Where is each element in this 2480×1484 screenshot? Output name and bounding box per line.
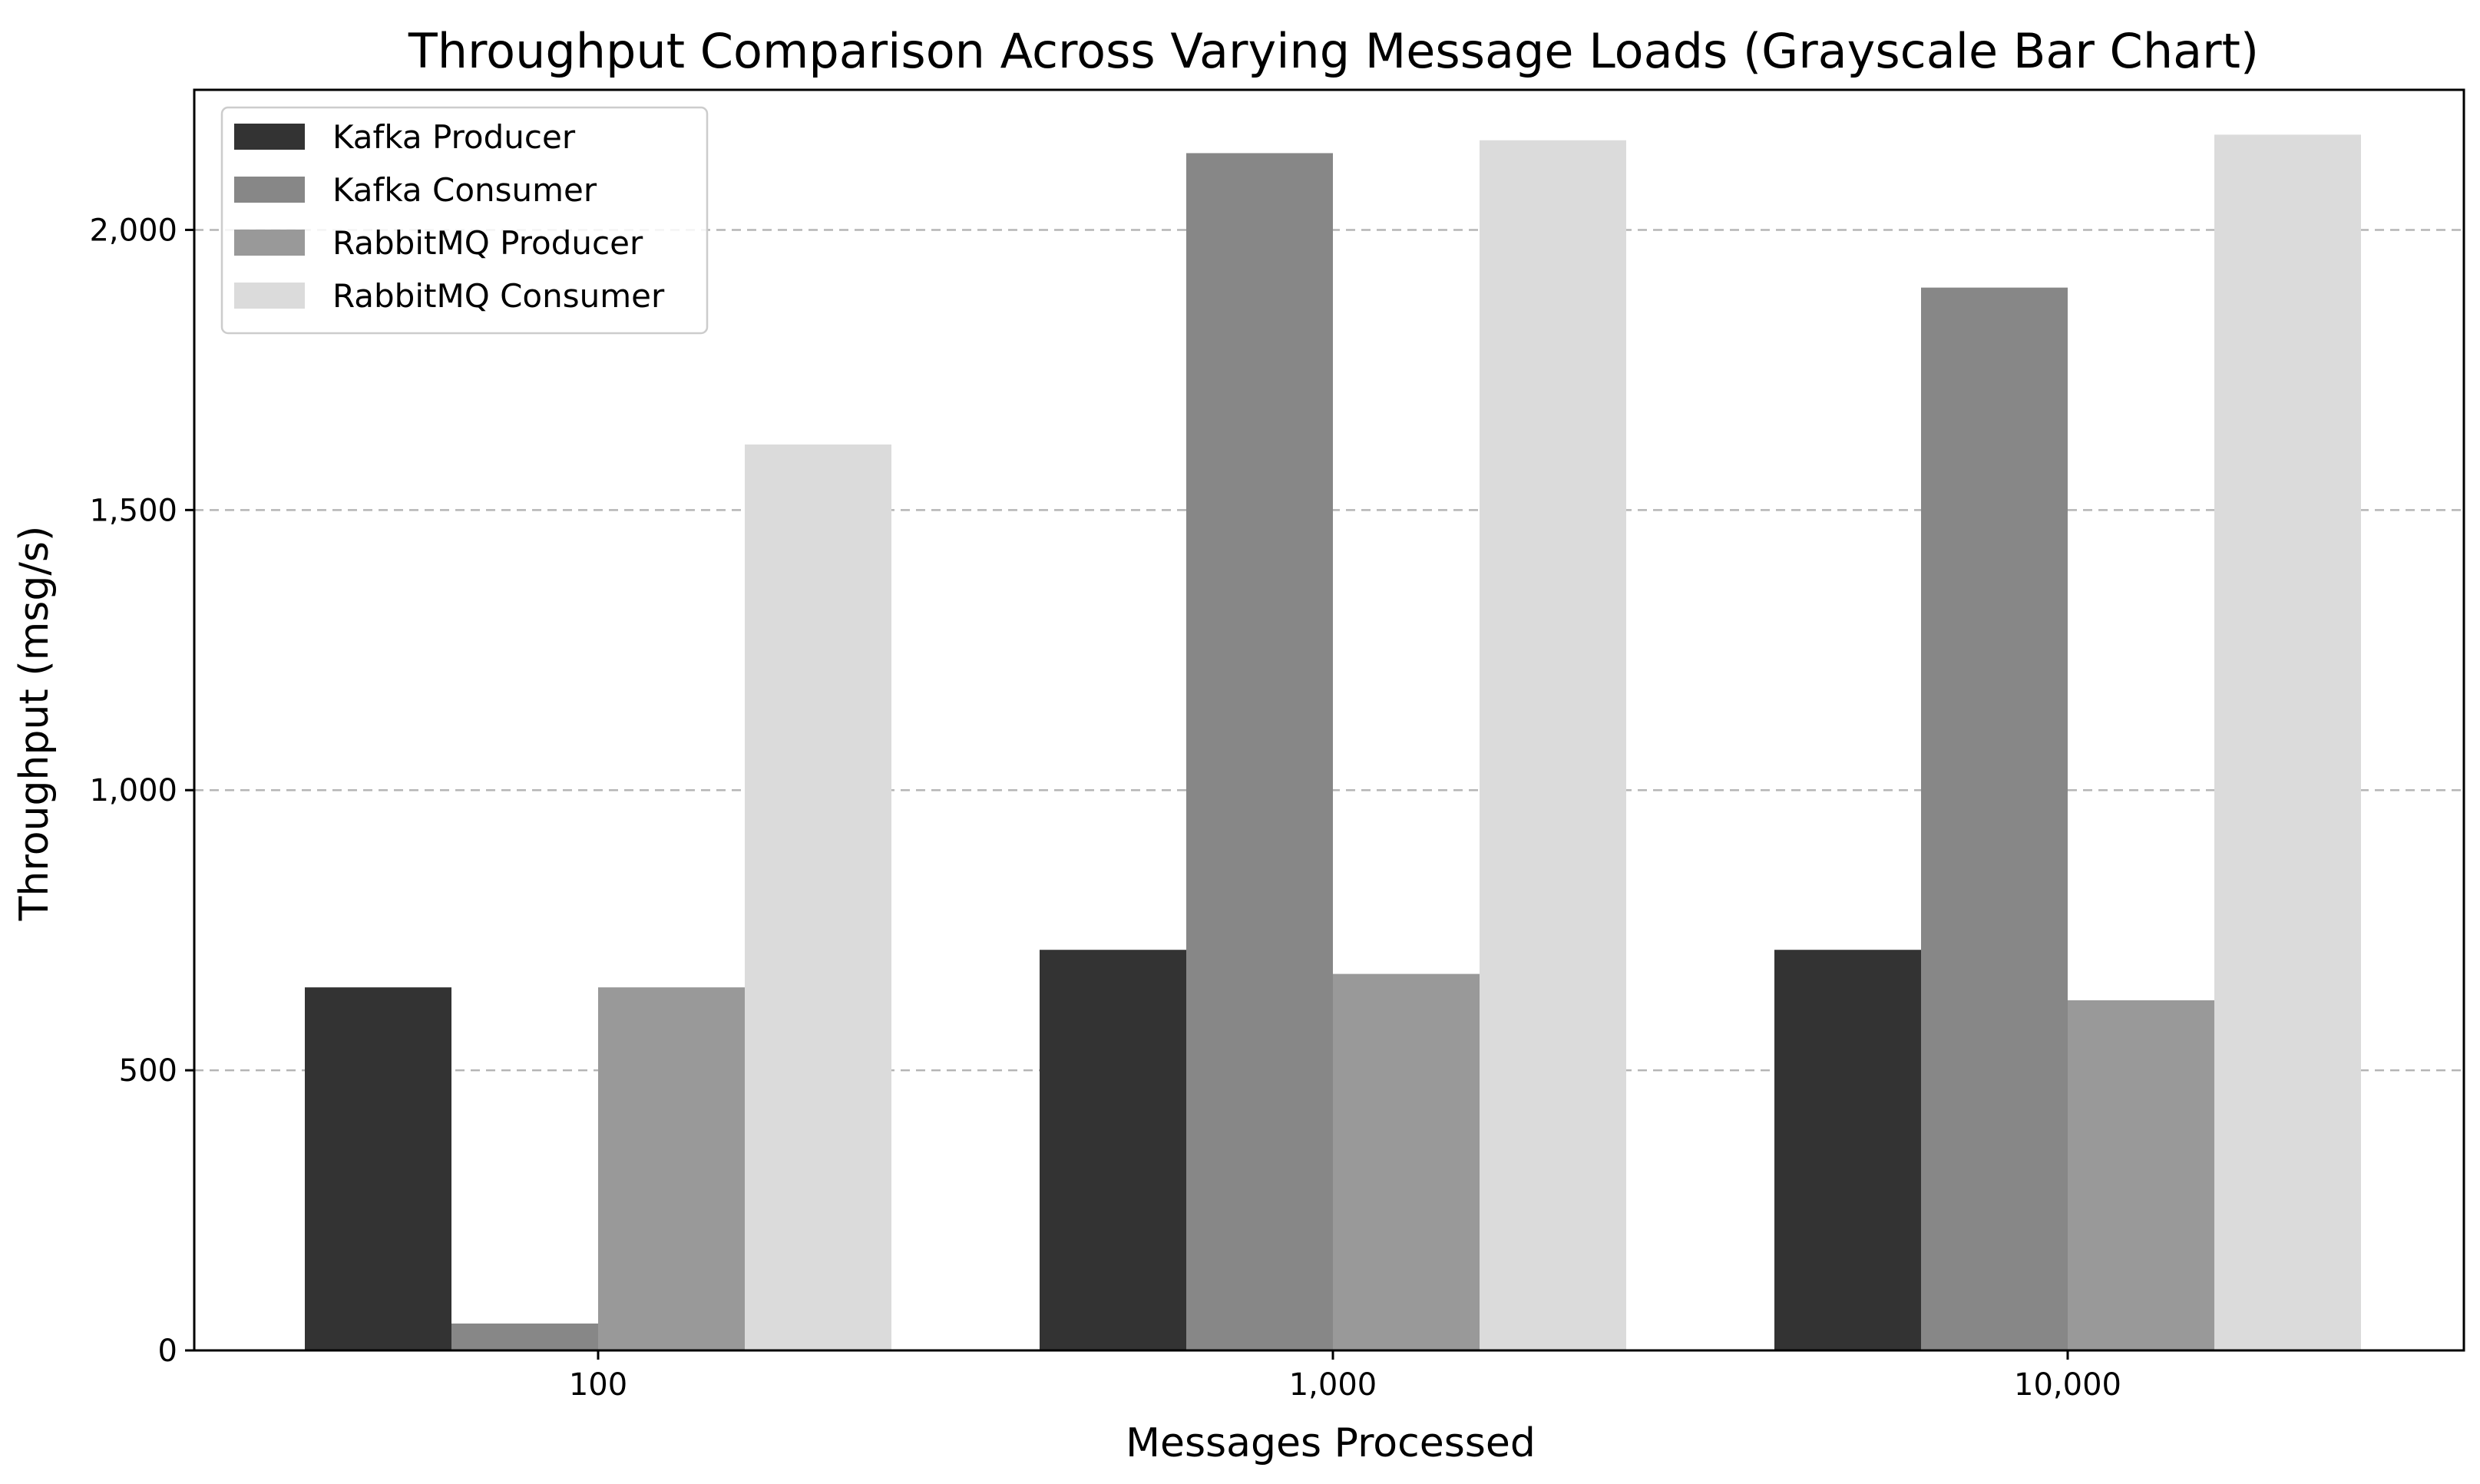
y-tick-label: 2,000 <box>89 213 177 248</box>
legend-swatch <box>234 177 305 203</box>
bar <box>2214 134 2361 1351</box>
bar <box>1921 287 2068 1350</box>
plot-frame <box>193 88 2465 1352</box>
legend-label: Kafka Producer <box>332 118 576 156</box>
x-axis-label: Messages Processed <box>1126 1420 1536 1466</box>
bar <box>598 987 745 1350</box>
y-tick-label: 0 <box>158 1334 177 1369</box>
bar <box>1774 950 1921 1350</box>
legend-label: RabbitMQ Consumer <box>332 277 665 315</box>
bar <box>1186 153 1333 1351</box>
bar <box>745 444 891 1350</box>
legend-swatch <box>234 230 305 256</box>
x-tick-label: 100 <box>569 1367 627 1403</box>
bar <box>451 1323 598 1350</box>
legend-label: Kafka Consumer <box>332 171 597 209</box>
y-tick-label: 500 <box>119 1053 177 1089</box>
bar <box>305 987 451 1350</box>
tick-labels: 0 500 1,000 1,500 2,000 100 1,000 10,000 <box>89 213 2121 1403</box>
bar <box>1040 950 1186 1350</box>
y-tick-label: 1,000 <box>89 773 177 808</box>
legend-box <box>220 106 709 335</box>
x-tick-label: 10,000 <box>2014 1367 2121 1403</box>
y-tick-label: 1,500 <box>89 493 177 528</box>
bars <box>305 134 2361 1351</box>
x-tick-label: 1,000 <box>1289 1367 1377 1403</box>
bar <box>1333 973 1480 1350</box>
chart-title: Throughput Comparison Across Varying Mes… <box>408 23 2259 79</box>
legend-label: RabbitMQ Producer <box>332 224 643 262</box>
legend-swatch <box>234 124 305 150</box>
axes <box>185 88 2465 1360</box>
legend-swatch <box>234 283 305 309</box>
y-axis-label: Throughput (msg/s) <box>12 526 58 922</box>
legend: Kafka Producer Kafka Consumer RabbitMQ Pro… <box>220 106 709 335</box>
bar <box>2068 1000 2214 1350</box>
bar <box>1480 140 1626 1351</box>
